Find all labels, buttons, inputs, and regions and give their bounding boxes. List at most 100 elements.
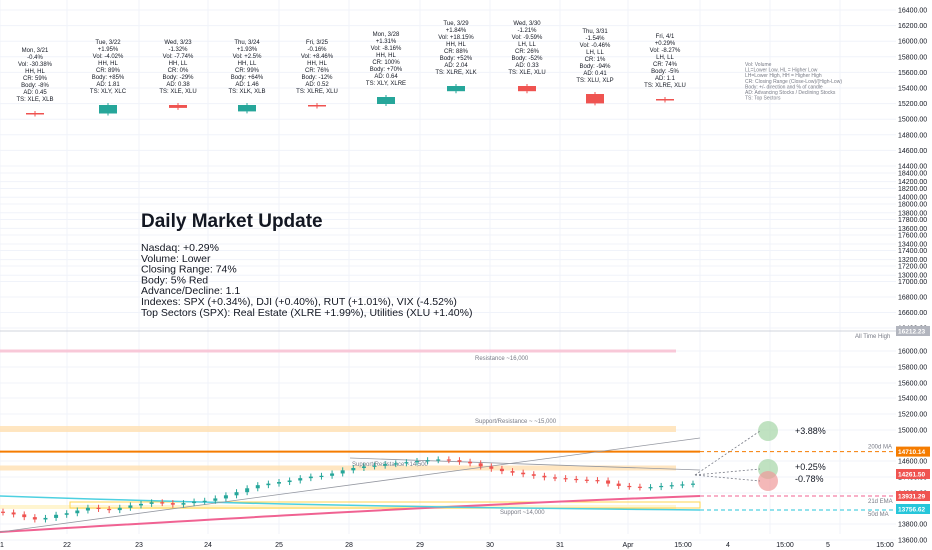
summary-candle-body: [169, 105, 187, 108]
summary-line: TS: XLY, XLC: [90, 89, 127, 95]
y-axis[interactable]: 16400.0016200.0016000.0015800.0015600.00…: [896, 8, 930, 545]
candle-body: [627, 486, 631, 487]
summary-line: Vol: -9.59%: [512, 35, 543, 41]
x-tick-label: 15:00: [776, 542, 794, 549]
candle-body: [574, 479, 578, 480]
summary-line: TS: XLE, XLU: [159, 89, 196, 95]
candle-body: [213, 498, 217, 500]
candle-body: [659, 486, 663, 487]
y-tick-label: 17000.00: [898, 279, 927, 286]
summary-line: Vol: -7.74%: [163, 54, 194, 60]
y-tick-label: 18200.00: [898, 186, 927, 193]
daily-market-update: Daily Market UpdateNasdaq: +0.29%Volume:…: [141, 211, 472, 319]
candle-body: [266, 484, 270, 486]
summary-line: Vol: -0.46%: [580, 43, 611, 49]
legend-notes: Vol: VolumeLL=Lower Low, HL = Higher Low…: [745, 62, 842, 102]
summary-line: AD: 0.33: [515, 63, 539, 69]
summary-line: Vol: +18.15%: [438, 35, 474, 41]
summary-line: TS: XLU, XLP: [576, 78, 613, 84]
candle-body: [75, 511, 79, 514]
day-summary: Mon, 3/28+1.31%Vol: -8.16%HH, HLCR: 100%…: [366, 32, 406, 106]
candle-body: [12, 512, 16, 514]
summary-line: CR: 99%: [235, 68, 260, 74]
summary-line: CR: 100%: [372, 60, 400, 66]
y-tick-label: 14600.00: [898, 459, 927, 466]
price-tag-label: 14710.14: [898, 449, 925, 456]
summary-line: Body: -29%: [162, 75, 194, 81]
summary-candle-body: [377, 97, 395, 104]
candle-body: [245, 488, 249, 492]
summary-line: HH, HL: [25, 69, 45, 75]
summary-line: +0.29%: [655, 41, 676, 47]
y-tick-label: 15600.00: [898, 70, 927, 77]
candle-body: [500, 469, 504, 471]
summary-line: Body: +85%: [92, 75, 125, 81]
candle-body: [351, 468, 355, 470]
candle-body: [277, 482, 281, 484]
candle-body: [224, 495, 228, 498]
candle-body: [362, 466, 366, 468]
candle-body: [65, 513, 69, 515]
candle-body: [54, 515, 58, 518]
summary-candle-body: [656, 99, 674, 101]
candle-body: [383, 464, 387, 466]
summary-line: -1.54%: [585, 36, 605, 42]
candle-body: [341, 470, 345, 473]
summary-line: Thu, 3/31: [582, 29, 608, 35]
level-zone: [0, 426, 676, 432]
ema-21-label: 21d EMA: [868, 499, 893, 505]
update-title: Daily Market Update: [141, 211, 323, 232]
candle-body: [1, 512, 5, 513]
summary-line: -0.16%: [307, 47, 327, 53]
summary-line: Body: +70%: [370, 67, 403, 73]
projection-label: +3.88%: [795, 426, 826, 436]
summary-line: AD: 0.64: [374, 74, 398, 80]
summary-line: -0.4%: [27, 55, 43, 61]
projection-markers: +3.88%+0.25%-0.78%: [695, 421, 826, 491]
summary-line: Mon, 3/21: [22, 48, 49, 54]
x-tick-label: 30: [486, 542, 494, 549]
day-summary: Thu, 3/31-1.54%Vol: -0.46%LH, LLCR: 1%Bo…: [576, 29, 613, 105]
x-tick-label: 31: [556, 542, 564, 549]
candle-body: [638, 487, 642, 488]
x-tick-label: 28: [345, 542, 353, 549]
summary-line: Body: -5%: [651, 69, 679, 75]
y-tick-label: 15400.00: [898, 396, 927, 403]
summary-line: Mon, 3/28: [373, 32, 400, 38]
candle-body: [107, 509, 111, 510]
all-time-high-label: All Time High: [855, 334, 890, 340]
x-tick-label: 1: [0, 542, 4, 549]
summary-line: AD: 0.38: [166, 82, 190, 88]
day-summary: Mon, 3/21-0.4%Vol: -30.38%HH, HLCR: 59%B…: [16, 48, 53, 117]
summary-line: Body: -8%: [21, 83, 49, 89]
ema-21-line: [0, 496, 700, 532]
level-label: Resistance ~16,000: [475, 356, 529, 362]
y-tick-label: 13600.00: [898, 538, 927, 545]
summary-line: Vol: -30.38%: [18, 62, 53, 68]
day-summaries: Mon, 3/21-0.4%Vol: -30.38%HH, HLCR: 59%B…: [16, 21, 685, 117]
candle-body: [235, 492, 239, 495]
summary-line: +1.95%: [98, 47, 119, 53]
candle-body: [394, 463, 398, 464]
summary-line: Body: -52%: [511, 56, 543, 62]
summary-candle-body: [308, 105, 326, 107]
x-tick-label: 15:00: [876, 542, 894, 549]
candle-body: [415, 461, 419, 462]
summary-line: Vol: +8.46%: [301, 54, 334, 60]
y-tick-label: 17600.00: [898, 233, 927, 240]
x-tick-label: 29: [416, 542, 424, 549]
summary-line: CR: 1%: [585, 57, 606, 63]
level-label: Support ~14,000: [500, 510, 545, 516]
summary-line: AD: 1.81: [96, 82, 120, 88]
summary-line: AD: 0.45: [23, 90, 47, 96]
x-axis[interactable]: 12223242528293031Apr15:00415:00515:00: [0, 542, 894, 549]
day-summary: Tue, 3/22+1.95%Vol: -4.02%HH, HLCR: 89%B…: [90, 40, 127, 116]
y-tick-label: 15200.00: [898, 412, 927, 419]
level-zone: [0, 466, 676, 471]
y-tick-label: 15800.00: [898, 365, 927, 372]
day-summary: Wed, 3/23-1.32%Vol: -7.74%HH, LLCR: 0%Bo…: [159, 40, 196, 110]
candle-body: [203, 501, 207, 502]
candle-body: [22, 514, 26, 517]
summary-line: CR: 76%: [305, 68, 330, 74]
